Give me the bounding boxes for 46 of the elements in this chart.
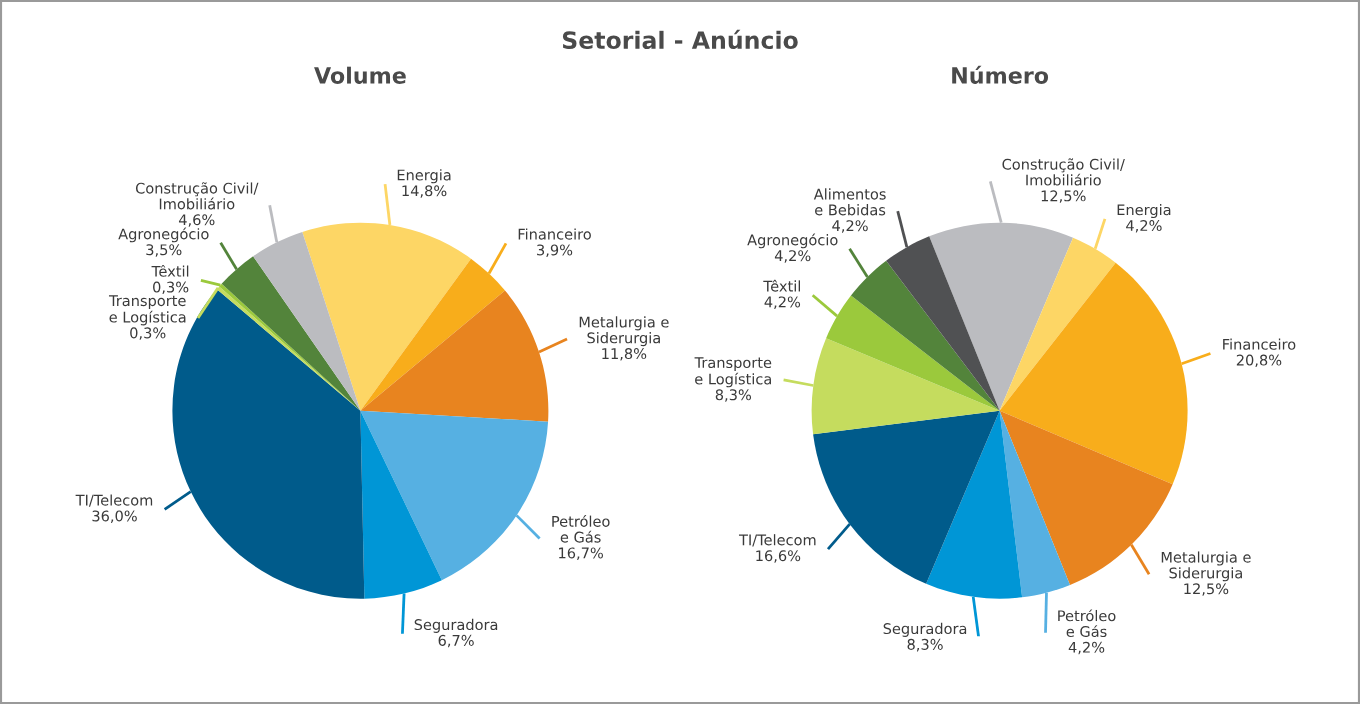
text: Setorial - Anúncio xyxy=(562,29,798,50)
data-label: 11,8% xyxy=(602,348,647,361)
slice-label: Energia xyxy=(1117,203,1171,219)
data-label: 20,8% xyxy=(1236,354,1282,368)
chart-title: Volume xyxy=(314,66,406,84)
slice-label: Financeiro xyxy=(1223,338,1296,350)
slice-label: Alimentos e Bebidas xyxy=(813,188,886,216)
data-label: 4,6% xyxy=(178,214,215,227)
slice-label: Petróleo e Gás xyxy=(1058,609,1116,638)
slice-label: Seguradora xyxy=(883,622,967,637)
data-label: 16,7% xyxy=(559,547,603,560)
slice-label: Têxtil xyxy=(151,264,189,277)
data-label: 3,5% xyxy=(146,244,182,257)
slice-label: Construção Civil/ Imobiliário xyxy=(135,182,259,210)
data-label: 4,2% xyxy=(832,220,868,233)
data-label: 4,2% xyxy=(1126,220,1162,233)
pie-slice xyxy=(360,410,549,581)
slice-label: Seguradora xyxy=(414,618,498,633)
data-label: 8,3% xyxy=(715,389,752,402)
data-label: 6,7% xyxy=(438,634,474,648)
data-label: 4,2% xyxy=(1068,641,1105,655)
slice-label: Têxtil xyxy=(763,279,800,292)
slice-label: Petróleo e Gás xyxy=(552,515,610,543)
data-label: 36,0% xyxy=(92,510,137,523)
data-label: 3,9% xyxy=(537,244,573,257)
legend-label: Transporte e Logística xyxy=(108,295,186,326)
data-label: 4,2% xyxy=(774,250,811,263)
data-label: 12,5% xyxy=(1184,583,1229,596)
data-label: 4,2% xyxy=(764,296,801,309)
data-label: 0,3% xyxy=(153,281,189,295)
chart-title: Número xyxy=(952,65,1049,84)
data-label: 0,3% xyxy=(130,327,166,340)
data-label: 14,8% xyxy=(402,185,447,198)
slice-label: TI/Telecom xyxy=(75,494,153,507)
slice-label: Metalurgia e Siderurgia xyxy=(579,316,669,347)
slice-label: Construção Civil/ Imobiliário xyxy=(1002,158,1125,186)
slice-label: Financeiro xyxy=(518,228,591,240)
slice-label: Agronegócio xyxy=(118,227,209,243)
data-label: 16,6% xyxy=(756,550,801,563)
slice-label: Transporte e Logística xyxy=(694,357,772,388)
data-label: 12,5% xyxy=(1041,190,1086,203)
slice-label: Agronegócio xyxy=(747,233,838,249)
data-label: 8,3% xyxy=(907,638,943,652)
slice-label: Energia xyxy=(397,169,451,184)
slice-label: TI/Telecom xyxy=(738,534,816,547)
slice-label: Metalurgia e Siderurgia xyxy=(1161,551,1251,582)
